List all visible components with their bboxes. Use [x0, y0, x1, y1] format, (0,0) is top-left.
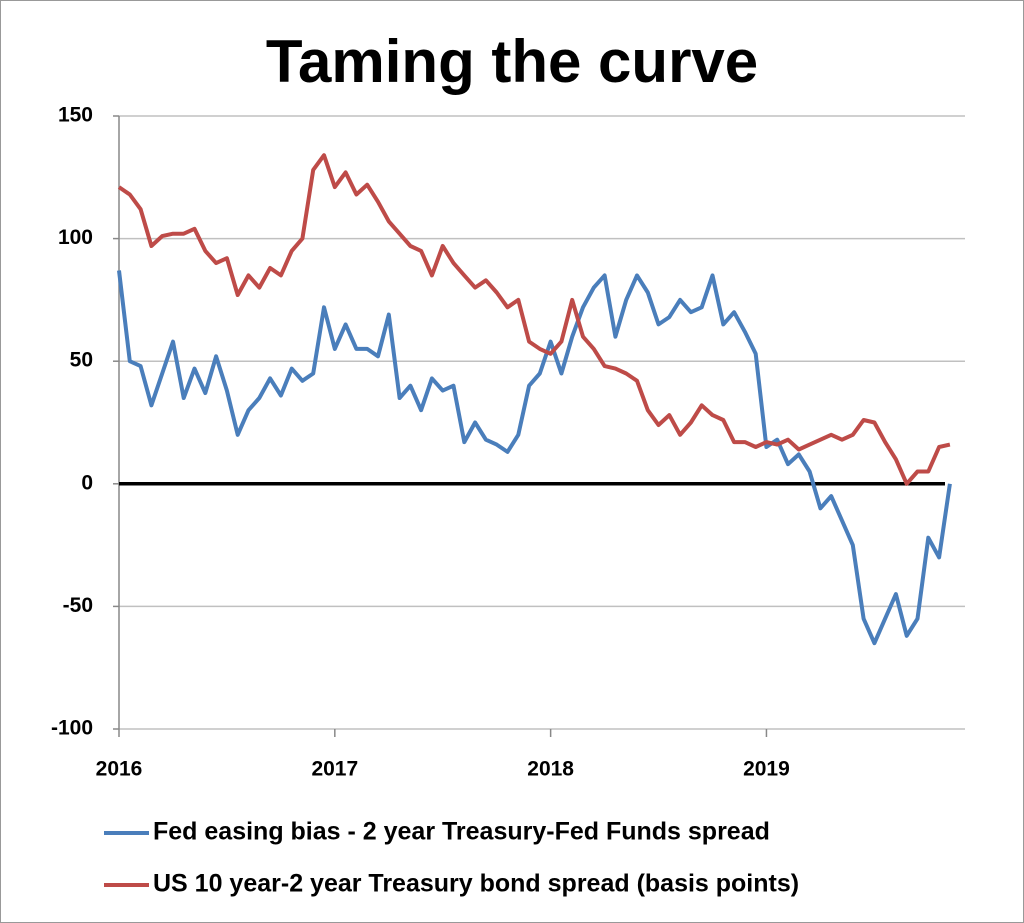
- legend-label: US 10 year-2 year Treasury bond spread (…: [153, 870, 799, 898]
- y-tick-label: 150: [58, 104, 93, 127]
- x-tick-label: 2016: [96, 758, 143, 781]
- y-tick-label: -50: [63, 594, 93, 617]
- y-tick-label: 100: [58, 226, 93, 249]
- series-line: [117, 270, 952, 646]
- chart-title: Taming the curve: [266, 28, 758, 95]
- y-tick-label: -100: [51, 717, 93, 740]
- legend-label: Fed easing bias - 2 year Treasury-Fed Fu…: [153, 818, 770, 846]
- y-tick-label: 0: [81, 471, 93, 494]
- x-tick-label: 2019: [743, 758, 790, 781]
- x-tick-label: 2018: [527, 758, 574, 781]
- x-tick-label: 2017: [311, 758, 358, 781]
- y-tick-label: 50: [70, 349, 93, 372]
- series-line: [117, 153, 951, 486]
